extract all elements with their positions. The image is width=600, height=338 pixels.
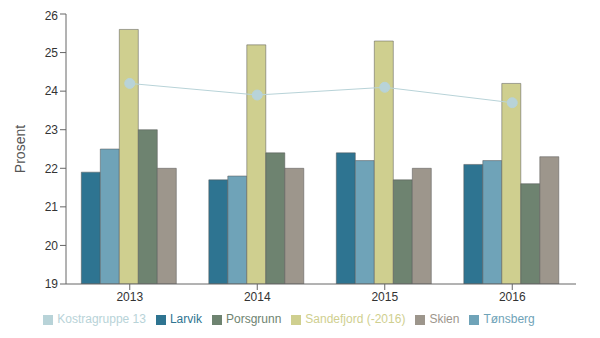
html-text:Larvik: Larvik	[169, 312, 202, 326]
svg-text:21: 21	[45, 200, 59, 214]
svg-text:20: 20	[45, 239, 59, 253]
svg-text:23: 23	[45, 123, 59, 137]
svg-text:26: 26	[45, 9, 59, 23]
svg-text:22: 22	[45, 162, 59, 176]
svg-text:24: 24	[45, 84, 59, 98]
svg-text:19: 19	[45, 277, 59, 291]
html-text:Skien: Skien	[429, 312, 460, 326]
svg-text:25: 25	[45, 46, 59, 60]
html-text:Tønsberg: Tønsberg	[483, 312, 535, 326]
html-text:Porsgrunn: Porsgrunn	[226, 312, 282, 326]
svg-text:Prosent: Prosent	[12, 125, 28, 173]
svg-text:2014: 2014	[244, 290, 271, 304]
svg-text:2013: 2013	[116, 290, 143, 304]
svg-text:2015: 2015	[371, 290, 398, 304]
html-text:Sandefjord (-2016): Sandefjord (-2016)	[305, 312, 406, 326]
svg-text:2016: 2016	[499, 290, 526, 304]
html-text:Kostragruppe 13: Kostragruppe 13	[57, 312, 146, 326]
